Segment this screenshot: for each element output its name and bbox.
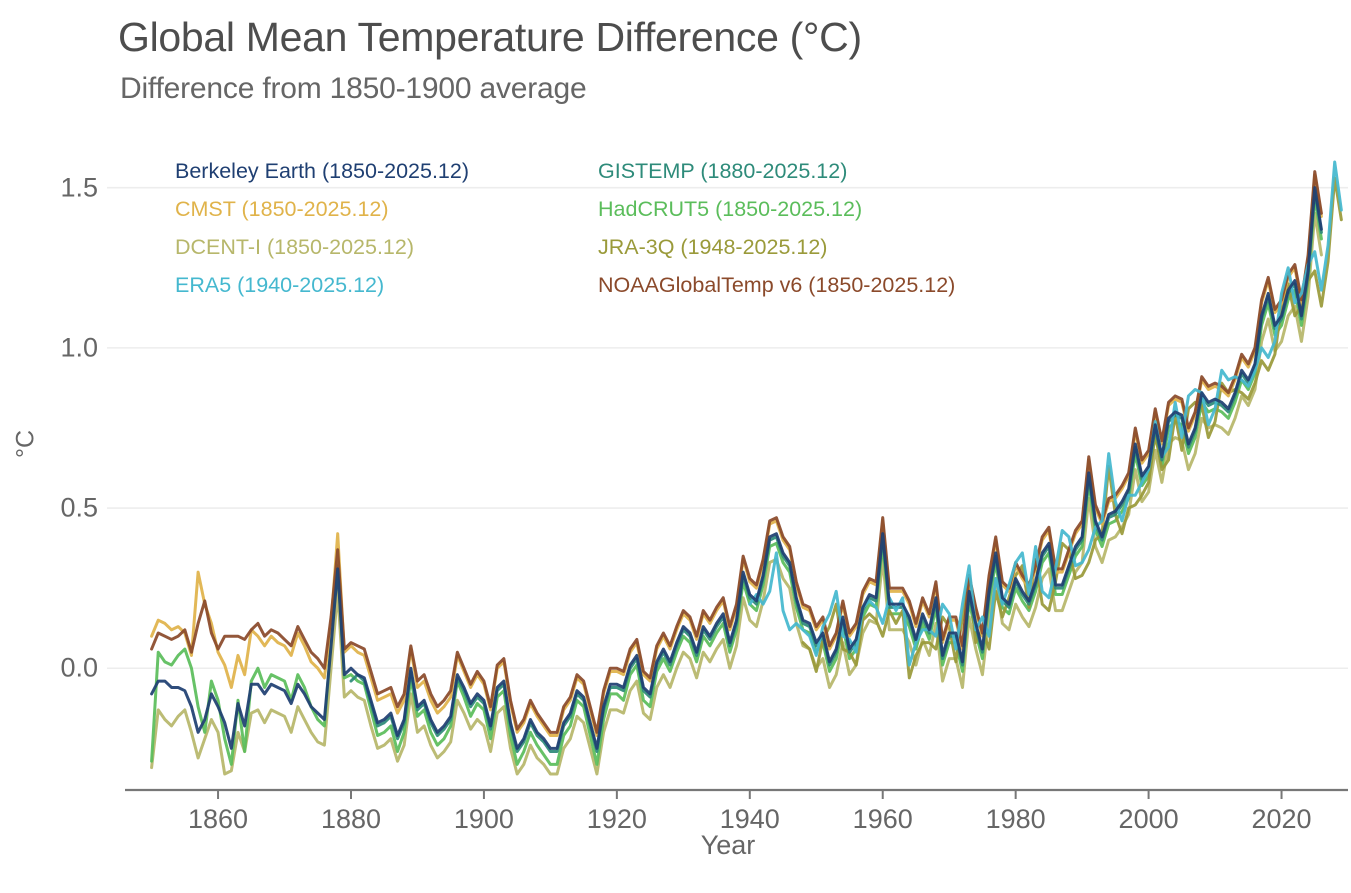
x-tick-label: 2000: [1118, 804, 1179, 834]
x-tick-label: 1940: [719, 804, 780, 834]
legend-item-jra-3q[interactable]: JRA-3Q (1948-2025.12): [598, 235, 828, 259]
legend-item-dcent-i[interactable]: DCENT-I (1850-2025.12): [175, 235, 414, 259]
x-tick-label: 1920: [586, 804, 647, 834]
page-title: Global Mean Temperature Difference (°C): [118, 14, 862, 60]
legend-item-era5[interactable]: ERA5 (1940-2025.12): [175, 273, 385, 297]
x-tick-label: 1900: [453, 804, 514, 834]
x-tick-label: 1960: [852, 804, 913, 834]
page-subtitle: Difference from 1850-1900 average: [120, 72, 587, 105]
series-line-berkeley-earth: [150, 186, 1323, 750]
legend-item-noaaglobaltemp[interactable]: NOAAGlobalTemp v6 (1850-2025.12): [598, 273, 956, 297]
x-tick-label: 1980: [985, 804, 1046, 834]
series-line-jra-3q: [801, 176, 1343, 680]
y-tick-label: 1.5: [60, 172, 98, 203]
y-tick-label: 0.5: [60, 492, 98, 523]
legend-column-right: GISTEMP (1880-2025.12) HadCRUT5 (1850-20…: [598, 152, 955, 304]
legend-column-left: Berkeley Earth (1850-2025.12) CMST (1850…: [175, 152, 469, 304]
x-tick-label: 1860: [188, 804, 249, 834]
legend-item-hadcrut5[interactable]: HadCRUT5 (1850-2025.12): [598, 197, 863, 221]
x-tick-label: 2020: [1251, 804, 1312, 834]
legend-item-gistemp[interactable]: GISTEMP (1880-2025.12): [598, 159, 848, 183]
y-tick-label: 1.0: [60, 332, 98, 363]
legend-item-cmst[interactable]: CMST (1850-2025.12): [175, 197, 389, 221]
chart-legend: Berkeley Earth (1850-2025.12) CMST (1850…: [175, 152, 1075, 302]
legend-item-berkeley-earth[interactable]: Berkeley Earth (1850-2025.12): [175, 159, 470, 183]
series-line-era5: [748, 160, 1343, 667]
series-line-noaaglobaltemp-v6: [150, 170, 1323, 734]
x-axis-label: Year: [700, 830, 756, 860]
x-tick-label: 1880: [320, 804, 382, 834]
y-axis-label: °C: [11, 429, 40, 459]
y-tick-label: 0.0: [60, 652, 98, 683]
